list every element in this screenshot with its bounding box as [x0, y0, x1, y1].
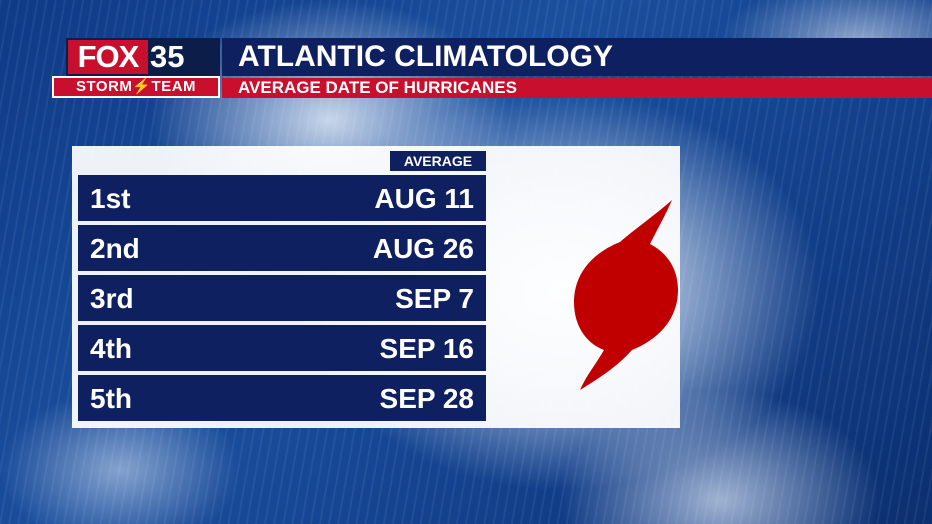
row-rank: 1st [90, 183, 131, 214]
logo-number: 35 [150, 39, 185, 74]
row-rank: 4th [90, 333, 132, 364]
page-subtitle: AVERAGE DATE OF HURRICANES [238, 78, 517, 97]
row-date: SEP 28 [379, 383, 474, 414]
hurricane-icon [574, 200, 678, 390]
fox35-storm-team-logo: FOX 35 STORM⚡TEAM [52, 38, 220, 98]
logo-fox-text: FOX [68, 40, 148, 74]
page-title: ATLANTIC CLIMATOLOGY [238, 40, 613, 73]
table-row: 3rd SEP 7 [78, 275, 486, 321]
row-rank: 5th [90, 383, 132, 414]
column-header-average-date: AVERAGE DATE [390, 151, 486, 189]
row-rank: 3rd [90, 283, 134, 314]
table-row: 5th SEP 28 [78, 375, 486, 421]
row-date: AUG 26 [372, 233, 474, 264]
row-date: SEP 7 [395, 283, 474, 314]
row-rank: 2nd [90, 233, 140, 264]
subtitle-bar: AVERAGE DATE OF HURRICANES [222, 78, 932, 98]
climatology-panel: AVERAGE DATE 1st AUG 11 2nd AUG 26 3rd S… [72, 146, 680, 428]
row-date: AUG 11 [374, 183, 474, 214]
logo-storm-team: STORM⚡TEAM [52, 76, 220, 98]
table-row: 4th SEP 16 [78, 325, 486, 371]
table-row: 1st AUG 11 [78, 175, 486, 221]
title-bar: ATLANTIC CLIMATOLOGY [222, 38, 932, 76]
row-date: SEP 16 [379, 333, 474, 364]
table-row: 2nd AUG 26 [78, 225, 486, 271]
